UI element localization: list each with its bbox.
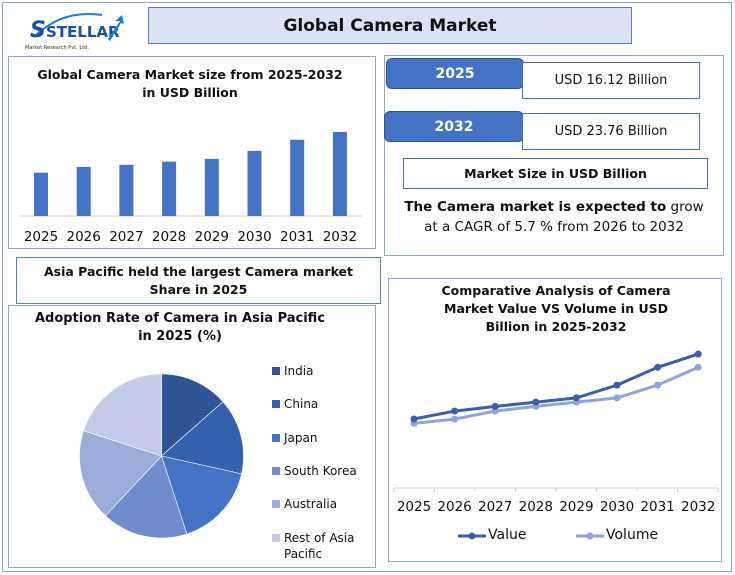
- point-value-2030: [613, 381, 621, 389]
- line-tick-label: 2031: [640, 499, 675, 515]
- logo-mark: S STELLAR Market Research Pvt. Ltd.: [25, 13, 124, 51]
- bar-tick-label: 2029: [194, 229, 229, 245]
- legend-swatch: [272, 533, 280, 542]
- legend-label: China: [284, 397, 319, 412]
- pie-legend-item: Rest of Asia Pacific: [272, 530, 362, 562]
- cagr-text: The Camera market is expected to grow at…: [398, 197, 710, 237]
- point-value-2031: [654, 363, 662, 371]
- bar-tick-label: 2025: [23, 229, 59, 245]
- legend-swatch: [272, 367, 280, 375]
- pie-slice-india: [161, 373, 224, 457]
- bar-tick-label: 2031: [280, 229, 315, 245]
- bar-2030: [247, 150, 262, 216]
- cagr-bold: The Camera market is expected to: [404, 199, 667, 215]
- bar-tick-label: 2027: [109, 229, 144, 245]
- pie-slice-china: [160, 401, 244, 475]
- point-volume-2031: [654, 381, 662, 389]
- svg-text:S: S: [30, 18, 46, 43]
- line-legend-label: Value: [488, 527, 527, 543]
- bar-2029: [204, 158, 219, 216]
- pie-slice-australia: [79, 430, 163, 517]
- legend-label: Japan: [284, 430, 318, 445]
- year-2025-label: 2025: [386, 58, 524, 89]
- bar-chart-title: Global Camera Market size from 2025-2032…: [37, 67, 343, 100]
- bar-chart: [20, 131, 362, 217]
- line-tick-label: 2028: [518, 499, 553, 515]
- page-title: Global Camera Market: [148, 7, 632, 44]
- line-legend-label: Volume: [606, 527, 659, 543]
- pie-slice-japan: [161, 455, 242, 535]
- line-tick-label: 2032: [681, 499, 716, 515]
- line-tick-label: 2025: [396, 499, 432, 515]
- line-tick-label: 2029: [559, 499, 594, 515]
- year-2032-label: 2032: [384, 111, 524, 142]
- series-line-value: [413, 352, 699, 421]
- pie-legend-item: China: [272, 396, 362, 412]
- legend-swatch: [272, 500, 280, 509]
- pie-chart: [79, 373, 244, 539]
- bar-chart-panel: [8, 56, 376, 249]
- point-value-2032: [694, 350, 702, 358]
- point-volume-2032: [694, 363, 702, 371]
- point-value-2027: [491, 402, 499, 410]
- legend-label: India: [284, 364, 314, 378]
- pie-slice-south-korea: [104, 455, 188, 539]
- bar-2032: [332, 131, 347, 216]
- bar-tick-label: 2030: [237, 229, 272, 245]
- legend-label: Rest of Asia Pacific: [284, 530, 355, 561]
- logo-subtitle: Market Research Pvt. Ltd.: [25, 45, 89, 51]
- pie-chart-title: Adoption Rate of Camera in Asia Pacific …: [34, 311, 326, 344]
- series-line-volume: [413, 365, 699, 425]
- point-value-2029: [572, 394, 580, 402]
- region-note: Asia Pacific held the largest Camera mar…: [16, 257, 381, 304]
- point-volume-2030: [613, 394, 621, 402]
- market-size-caption: Market Size in USD Billion: [403, 158, 708, 189]
- value-2025: USD 16.12 Billion: [522, 62, 700, 99]
- value-2032: USD 23.76 Billion: [522, 113, 700, 150]
- legend-marker: [468, 532, 476, 540]
- line-chart-title: Comparative Analysis of Camera Market Va…: [441, 283, 671, 334]
- legend-swatch: [272, 433, 280, 442]
- legend-swatch: [272, 400, 280, 409]
- bar-2027: [119, 164, 134, 216]
- bar-2026: [76, 166, 91, 216]
- legend-swatch: [272, 466, 280, 475]
- pie-legend-item: India: [272, 363, 362, 379]
- pie-legend-item: Australia: [272, 496, 362, 512]
- cagr-rest: grow at a CAGR of 5.7 % from 2026 to 203…: [424, 199, 704, 235]
- line-tick-label: 2026: [437, 499, 472, 515]
- bar-tick-label: 2028: [151, 229, 187, 245]
- point-value-2025: [410, 415, 418, 423]
- point-value-2026: [451, 407, 459, 415]
- bar-tick-label: 2032: [322, 229, 358, 245]
- point-value-2028: [532, 398, 540, 406]
- bar-2031: [290, 139, 305, 216]
- legend-label: Australia: [284, 497, 338, 512]
- bar-2028: [162, 161, 177, 216]
- bar-2025: [34, 172, 48, 216]
- pie-legend-item: Japan: [272, 430, 362, 446]
- bar-tick-label: 2026: [66, 229, 101, 245]
- pie-slice-rest-of-asia-pacific: [83, 373, 162, 457]
- legend-label: South Korea: [284, 463, 357, 478]
- line-tick-label: 2027: [478, 499, 513, 515]
- line-tick-label: 2030: [599, 499, 635, 515]
- logo: S STELLAR Market Research Pvt. Ltd.: [22, 5, 132, 53]
- logo-text: STELLAR: [46, 23, 120, 41]
- pie-legend-item: South Korea: [272, 463, 362, 479]
- point-volume-2026: [451, 415, 459, 423]
- legend-marker: [586, 532, 594, 540]
